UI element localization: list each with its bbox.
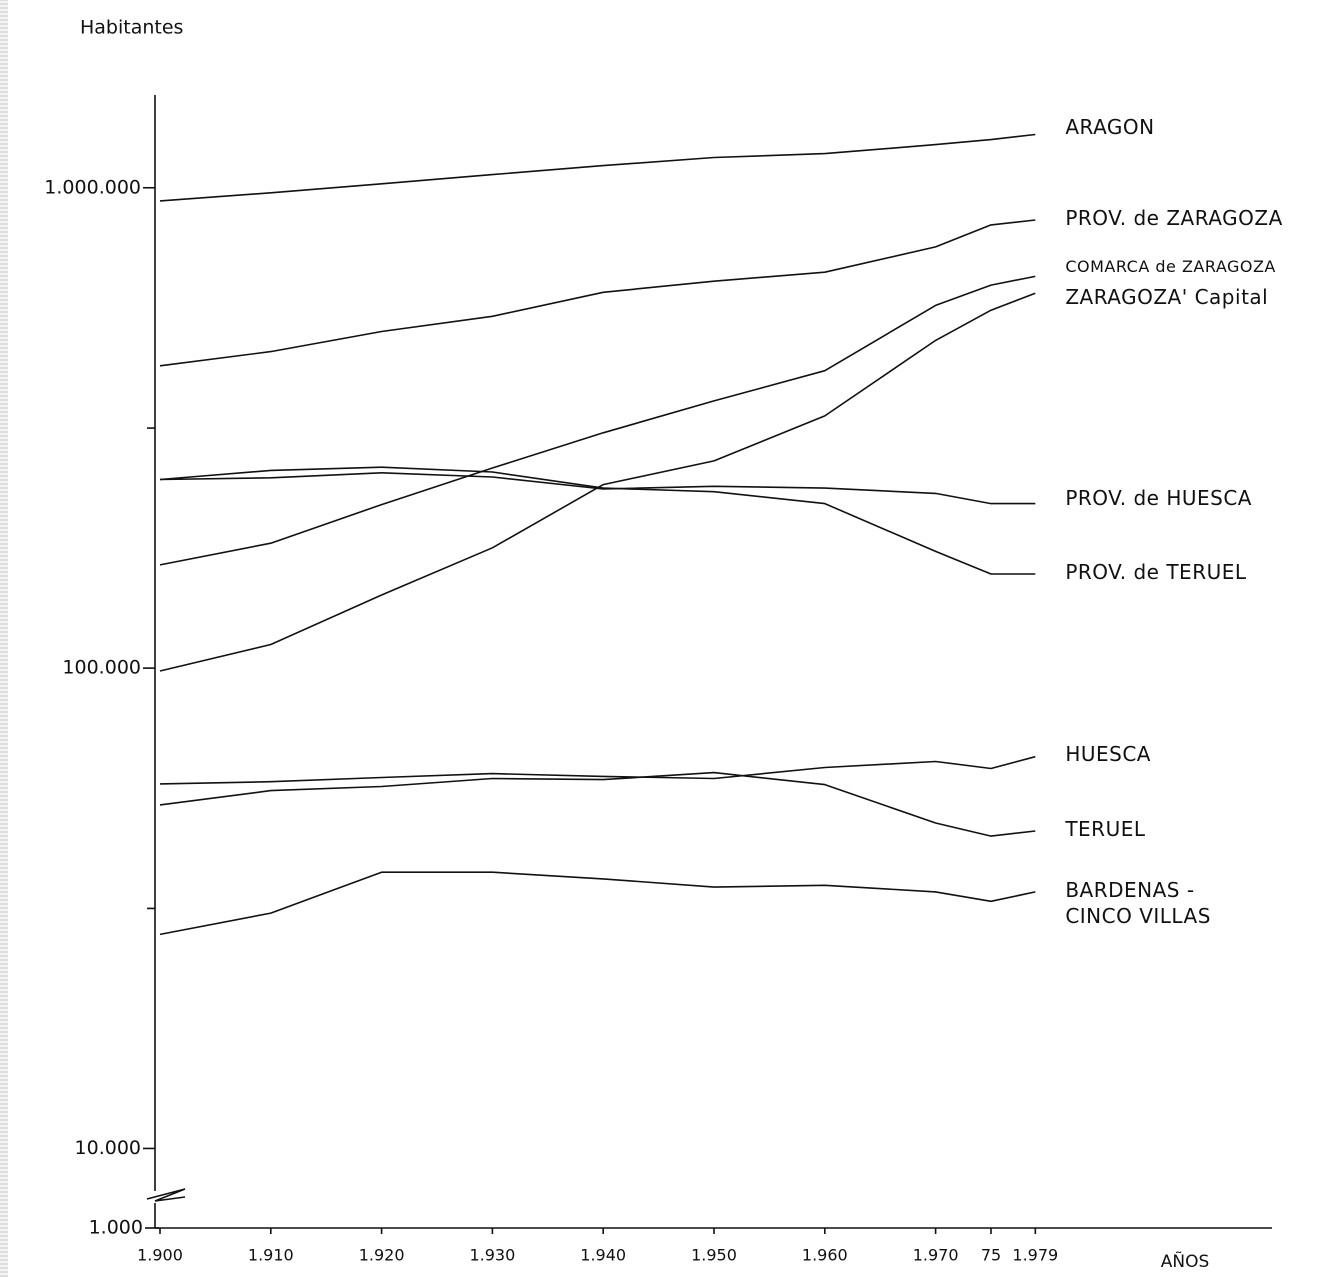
x-tick-label: 1.970: [913, 1246, 959, 1265]
y-axis-label: Habitantes: [80, 17, 183, 39]
series-label: HUESCA: [1065, 741, 1151, 766]
series-label: COMARCA de ZARAGOZA: [1065, 257, 1276, 277]
x-axis-label: AÑOS: [1161, 1250, 1210, 1272]
series-label: PROV. de TERUEL: [1065, 560, 1247, 584]
scan-edge: [0, 0, 8, 1277]
x-tick-label: 75: [981, 1246, 1001, 1265]
x-tick-label: 1.930: [469, 1246, 515, 1265]
series-line: [159, 219, 1036, 367]
x-tick-label: 1.920: [359, 1246, 405, 1265]
x-tick-label: 1.940: [580, 1246, 626, 1265]
y-tick-label: 1.000: [89, 1217, 143, 1239]
x-tick-label: 1.960: [802, 1246, 848, 1265]
series-label: BARDENAS - CINCO VILLAS: [1065, 877, 1211, 928]
series-line: [159, 771, 1036, 837]
x-tick-label: 1.900: [137, 1246, 183, 1265]
series-line: [159, 755, 1036, 785]
series-line: [159, 871, 1036, 936]
y-tick-label: 1.000.000: [44, 176, 141, 198]
series-line: [159, 275, 1036, 566]
series-line: [159, 466, 1036, 575]
series-label: PROV. de ZARAGOZA: [1065, 205, 1283, 230]
series-label: PROV. de HUESCA: [1065, 485, 1252, 510]
y-tick-label: 10.000: [75, 1137, 141, 1159]
x-tick-label: 1.950: [691, 1246, 737, 1265]
x-tick-label: 1.979: [1012, 1246, 1058, 1265]
series-label: ZARAGOZA' Capital: [1065, 285, 1269, 310]
series-label: ARAGON: [1065, 115, 1155, 140]
series-line: [159, 292, 1036, 672]
series-label: TERUEL: [1065, 817, 1146, 841]
series-line: [159, 133, 1036, 202]
x-tick-label: 1.910: [248, 1246, 294, 1265]
series-line: [159, 472, 1036, 505]
y-tick-label: 100.000: [62, 657, 141, 679]
axis-break: [146, 1188, 186, 1228]
